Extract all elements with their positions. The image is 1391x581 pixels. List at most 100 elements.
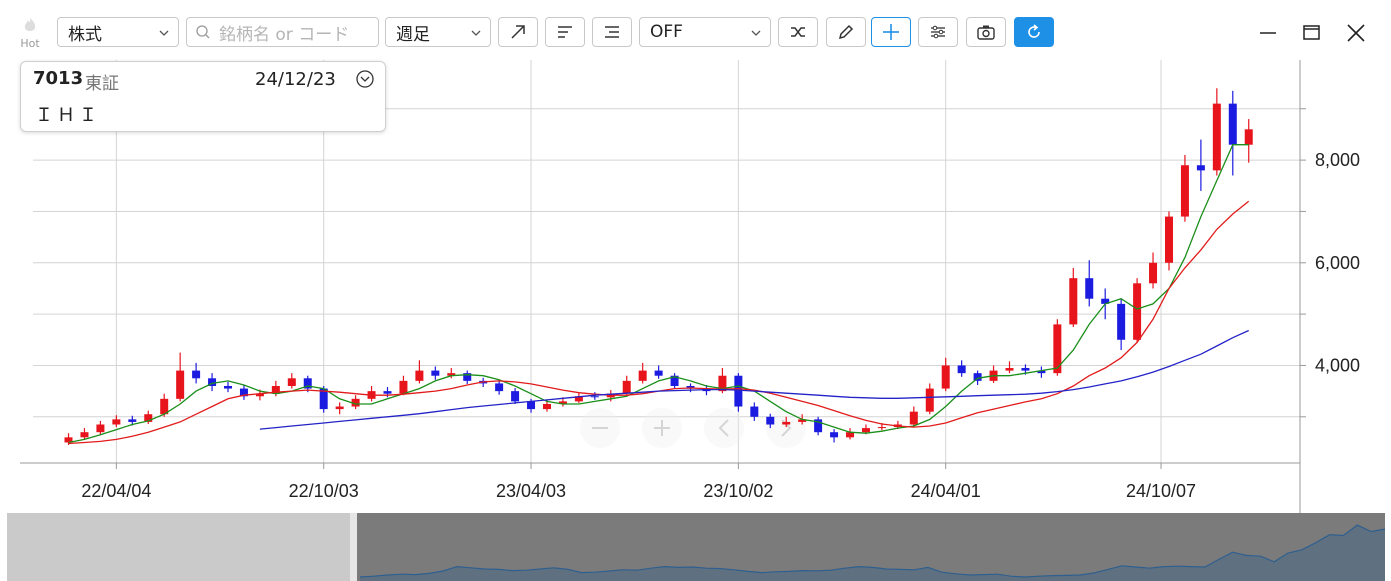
y-tick-label: 4,000	[1315, 355, 1360, 375]
navigator-line	[359, 524, 1386, 578]
candle-body	[1180, 165, 1189, 217]
candle-body	[814, 419, 823, 433]
align-left-button[interactable]	[545, 17, 585, 47]
search-input[interactable]: 銘柄名 or コード	[186, 17, 379, 47]
candle-body	[1021, 368, 1030, 371]
candle-body	[798, 419, 807, 422]
navigator-handle[interactable]	[350, 513, 357, 581]
candle-body	[734, 375, 743, 407]
flame-icon	[24, 17, 36, 31]
candle-body	[112, 419, 121, 425]
indicator-select[interactable]: OFF	[639, 17, 771, 47]
candle-body	[1133, 283, 1142, 340]
candle-body	[1149, 262, 1158, 284]
align-icon	[605, 26, 619, 38]
candle-body	[1069, 278, 1078, 325]
candle-body	[431, 370, 440, 376]
navigator-area	[360, 525, 1385, 581]
chevron-icon	[751, 30, 761, 36]
candle-body	[144, 414, 153, 422]
candle-body	[303, 378, 312, 389]
candle-body	[957, 365, 966, 374]
y-tick-label: 6,000	[1315, 253, 1360, 273]
refresh-icon	[1028, 24, 1040, 38]
period-label: 週足	[396, 24, 430, 45]
period-select[interactable]: 週足	[385, 17, 491, 47]
candle-body	[941, 365, 950, 389]
candle-body	[287, 378, 296, 386]
candle-body	[80, 432, 89, 438]
crosshair-button[interactable]	[871, 17, 911, 47]
candle-body	[1196, 165, 1205, 171]
zoom-controls[interactable]	[580, 408, 806, 448]
candle-body	[224, 385, 233, 389]
hot-label: Hot	[20, 37, 40, 50]
candle-body	[527, 401, 536, 410]
stock-name: ＩＨＩ	[35, 105, 101, 126]
y-tick-label: 8,000	[1315, 150, 1360, 170]
shuffle-button[interactable]	[778, 17, 818, 47]
market-select[interactable]: 株式	[57, 17, 179, 47]
screenshot-button[interactable]	[966, 17, 1006, 47]
hot-button[interactable]: Hot	[17, 16, 43, 50]
candle-body	[670, 375, 679, 386]
close-button[interactable]	[1347, 24, 1365, 42]
candle-body	[1164, 216, 1173, 263]
candle-body	[1117, 303, 1126, 340]
x-tick-label: 23/10/02	[703, 481, 773, 501]
x-tick-label: 22/04/04	[81, 481, 151, 501]
candle-body	[973, 373, 982, 381]
market-label: 株式	[68, 24, 102, 45]
candle-body	[255, 393, 264, 397]
settings-button[interactable]	[918, 17, 958, 47]
sliders-icon	[931, 25, 945, 39]
candle-body	[1053, 324, 1062, 374]
candle-body	[1005, 368, 1014, 371]
x-tick-label: 24/04/01	[911, 481, 981, 501]
chevron-icon	[159, 30, 169, 36]
candle-body	[383, 391, 392, 394]
candle-body	[638, 370, 647, 381]
trend-button[interactable]	[498, 17, 538, 47]
candle-body	[909, 411, 918, 425]
info-panel: 7013 東証 24/12/23 ＩＨＩ	[20, 61, 386, 132]
candle-body	[271, 385, 280, 394]
maximize-button[interactable]	[1303, 25, 1320, 40]
moving-average	[68, 144, 1249, 444]
candle-body	[319, 388, 328, 410]
window-controls	[1260, 24, 1365, 42]
candle-body	[558, 401, 567, 404]
candle-body	[1037, 370, 1046, 374]
camera-icon	[977, 25, 995, 40]
align-right-button[interactable]	[592, 17, 632, 47]
refresh-button[interactable]	[1014, 17, 1054, 47]
candle-body	[718, 375, 727, 392]
search-icon	[196, 25, 210, 39]
candle-body	[96, 424, 105, 433]
candle-body	[766, 416, 775, 425]
candle-body	[335, 406, 344, 410]
candle-body	[511, 391, 520, 402]
candle-body	[590, 396, 599, 398]
candle-body	[239, 388, 248, 397]
draw-button[interactable]	[826, 17, 866, 47]
indicator-label: OFF	[650, 22, 683, 42]
candle-body	[686, 385, 695, 389]
candle-body	[1101, 298, 1110, 304]
candle-body	[399, 380, 408, 394]
expand-button[interactable]	[355, 69, 375, 89]
candle-body	[750, 406, 759, 417]
date: 24/12/23	[255, 69, 336, 90]
candle-body	[1085, 278, 1094, 299]
candle-body	[176, 370, 185, 399]
search-placeholder: 銘柄名 or コード	[219, 24, 350, 45]
candle-body	[463, 373, 472, 381]
trend-icon	[511, 25, 525, 39]
candle-body	[622, 380, 631, 394]
candle-body	[782, 421, 791, 425]
candle-body	[654, 370, 663, 376]
candle-body	[495, 383, 504, 392]
exchange: 東証	[85, 74, 119, 94]
moving-average	[259, 329, 1249, 430]
